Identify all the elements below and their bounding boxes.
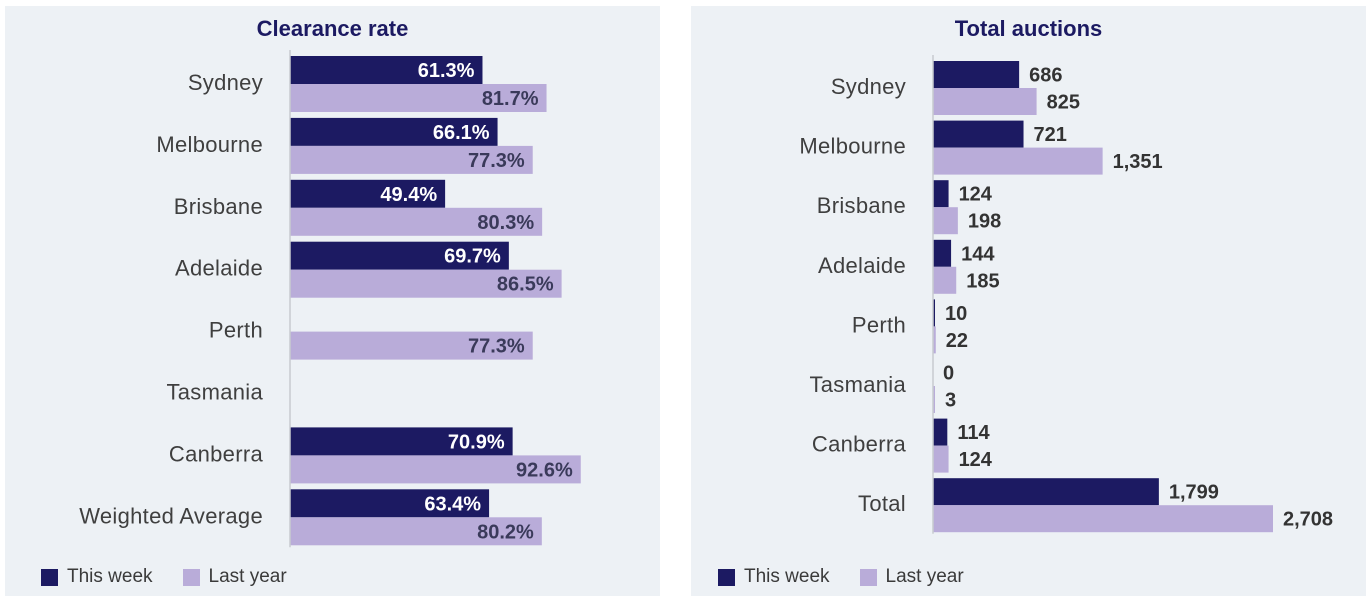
legend-item-this-week: This week	[718, 566, 830, 588]
total-auctions-chart: Sydney 686 825 Melbourne 721 1,351 Brisbane 124…	[799, 55, 1333, 534]
data-label-this-week-melbourne: 66.1%	[433, 122, 490, 144]
bar-last-year-sydney	[933, 88, 1037, 115]
data-label-last-year-total: 2,708	[1283, 509, 1333, 531]
data-label-this-week-sydney: 686	[1029, 65, 1062, 87]
bar-last-year-melbourne	[290, 145, 533, 174]
bar-this-week-canberra	[290, 427, 513, 456]
data-label-this-week-adelaide: 69.7%	[444, 246, 501, 268]
bar-last-year-adelaide	[933, 266, 957, 294]
category-label-brisbane: Brisbane	[817, 193, 906, 218]
clearance-rate-title: Clearance rate	[256, 16, 409, 41]
bar-last-year-melbourne	[933, 147, 1103, 175]
data-label-this-week-perth: 10	[945, 303, 967, 325]
legend-label-this-week: This week	[744, 566, 830, 587]
legend-label-last-year: Last year	[208, 566, 287, 587]
data-label-last-year-brisbane: 80.3%	[477, 212, 534, 234]
category-label-perth: Perth	[209, 318, 263, 343]
legend-item-last-year: Last year	[182, 566, 287, 588]
category-label-canberra: Canberra	[812, 432, 907, 457]
data-label-this-week-melbourne: 721	[1034, 124, 1067, 146]
data-label-last-year-adelaide: 86.5%	[497, 274, 554, 296]
clearance-rate-panel: Clearance rate Sydney 61.3% 81.7% Melbourne…	[5, 6, 660, 596]
category-label-sydney: Sydney	[831, 74, 906, 99]
category-label-tasmania: Tasmania	[809, 372, 906, 397]
bar-last-year-perth	[933, 326, 936, 354]
bar-this-week-melbourne	[290, 117, 498, 146]
bar-last-year-canberra	[290, 455, 581, 484]
legend-item-last-year: Last year	[859, 566, 964, 588]
data-label-last-year-adelaide: 185	[966, 270, 999, 292]
total-auctions-legend: This week Last year	[718, 566, 994, 588]
data-label-this-week-total: 1,799	[1169, 482, 1219, 504]
category-label-tasmania: Tasmania	[166, 380, 263, 405]
data-label-last-year-weighted-average: 80.2%	[477, 521, 534, 543]
clearance-rate-legend: This week Last year	[41, 566, 317, 588]
legend-swatch-last-year	[182, 568, 200, 586]
bar-this-week-canberra	[933, 418, 948, 446]
data-label-this-week-tasmania: 0	[943, 363, 954, 385]
category-label-melbourne: Melbourne	[156, 132, 263, 157]
bar-this-week-adelaide	[933, 239, 952, 267]
total-auctions-title: Total auctions	[954, 16, 1103, 41]
data-label-this-week-brisbane: 49.4%	[380, 184, 437, 206]
category-label-canberra: Canberra	[169, 441, 264, 466]
data-label-last-year-brisbane: 198	[968, 211, 1001, 233]
total-auctions-panel: Total auctions Sydney 686 825 Melbourne 721 1…	[691, 6, 1366, 596]
bar-this-week-sydney	[290, 56, 483, 84]
data-label-last-year-canberra: 124	[959, 449, 993, 471]
data-label-last-year-sydney: 825	[1047, 92, 1080, 114]
bar-last-year-canberra	[933, 445, 949, 473]
bar-last-year-perth	[290, 331, 533, 360]
data-label-last-year-tasmania: 3	[945, 390, 956, 412]
bar-this-week-sydney	[933, 61, 1020, 88]
bar-last-year-weighted-average	[290, 517, 542, 546]
bar-this-week-melbourne	[933, 120, 1024, 148]
clearance-rate-chart: Sydney 61.3% 81.7% Melbourne 66.1% 77.3% Brisb…	[79, 50, 581, 548]
bar-this-week-brisbane	[290, 179, 446, 208]
legend-label-this-week: This week	[67, 566, 153, 587]
category-label-sydney: Sydney	[188, 70, 263, 95]
bar-last-year-adelaide	[290, 269, 562, 298]
data-label-this-week-sydney: 61.3%	[418, 60, 475, 82]
bar-this-week-weighted-average	[290, 489, 490, 518]
data-label-last-year-perth: 77.3%	[468, 336, 525, 358]
bar-this-week-adelaide	[290, 241, 509, 270]
bar-last-year-brisbane	[290, 207, 543, 236]
bar-last-year-tasmania	[933, 386, 935, 413]
data-label-last-year-canberra: 92.6%	[516, 459, 573, 481]
bar-this-week-total	[933, 478, 1159, 506]
category-label-brisbane: Brisbane	[174, 194, 263, 219]
data-label-this-week-canberra: 114	[957, 422, 990, 444]
data-label-this-week-canberra: 70.9%	[448, 431, 505, 453]
category-label-weighted-average: Weighted Average	[79, 503, 263, 528]
legend-label-last-year: Last year	[885, 566, 964, 587]
bar-last-year-brisbane	[933, 207, 958, 235]
category-label-adelaide: Adelaide	[175, 256, 263, 281]
bar-this-week-brisbane	[933, 180, 949, 208]
legend-item-this-week: This week	[41, 566, 153, 588]
bar-last-year-sydney	[290, 84, 547, 112]
data-label-this-week-weighted-average: 63.4%	[424, 493, 481, 515]
category-label-total: Total	[858, 491, 906, 516]
data-label-last-year-sydney: 81.7%	[482, 88, 539, 110]
legend-swatch-this-week	[41, 568, 58, 586]
data-label-this-week-brisbane: 124	[959, 184, 993, 206]
bar-last-year-total	[933, 505, 1273, 533]
data-label-last-year-perth: 22	[946, 330, 968, 352]
category-label-adelaide: Adelaide	[818, 253, 906, 278]
data-label-this-week-adelaide: 144	[961, 243, 995, 265]
category-label-perth: Perth	[852, 312, 906, 337]
category-label-melbourne: Melbourne	[799, 134, 906, 159]
data-label-last-year-melbourne: 77.3%	[468, 150, 525, 172]
data-label-last-year-melbourne: 1,351	[1113, 151, 1163, 173]
legend-swatch-last-year	[859, 568, 877, 586]
legend-swatch-this-week	[718, 568, 735, 586]
bar-this-week-perth	[933, 299, 935, 327]
